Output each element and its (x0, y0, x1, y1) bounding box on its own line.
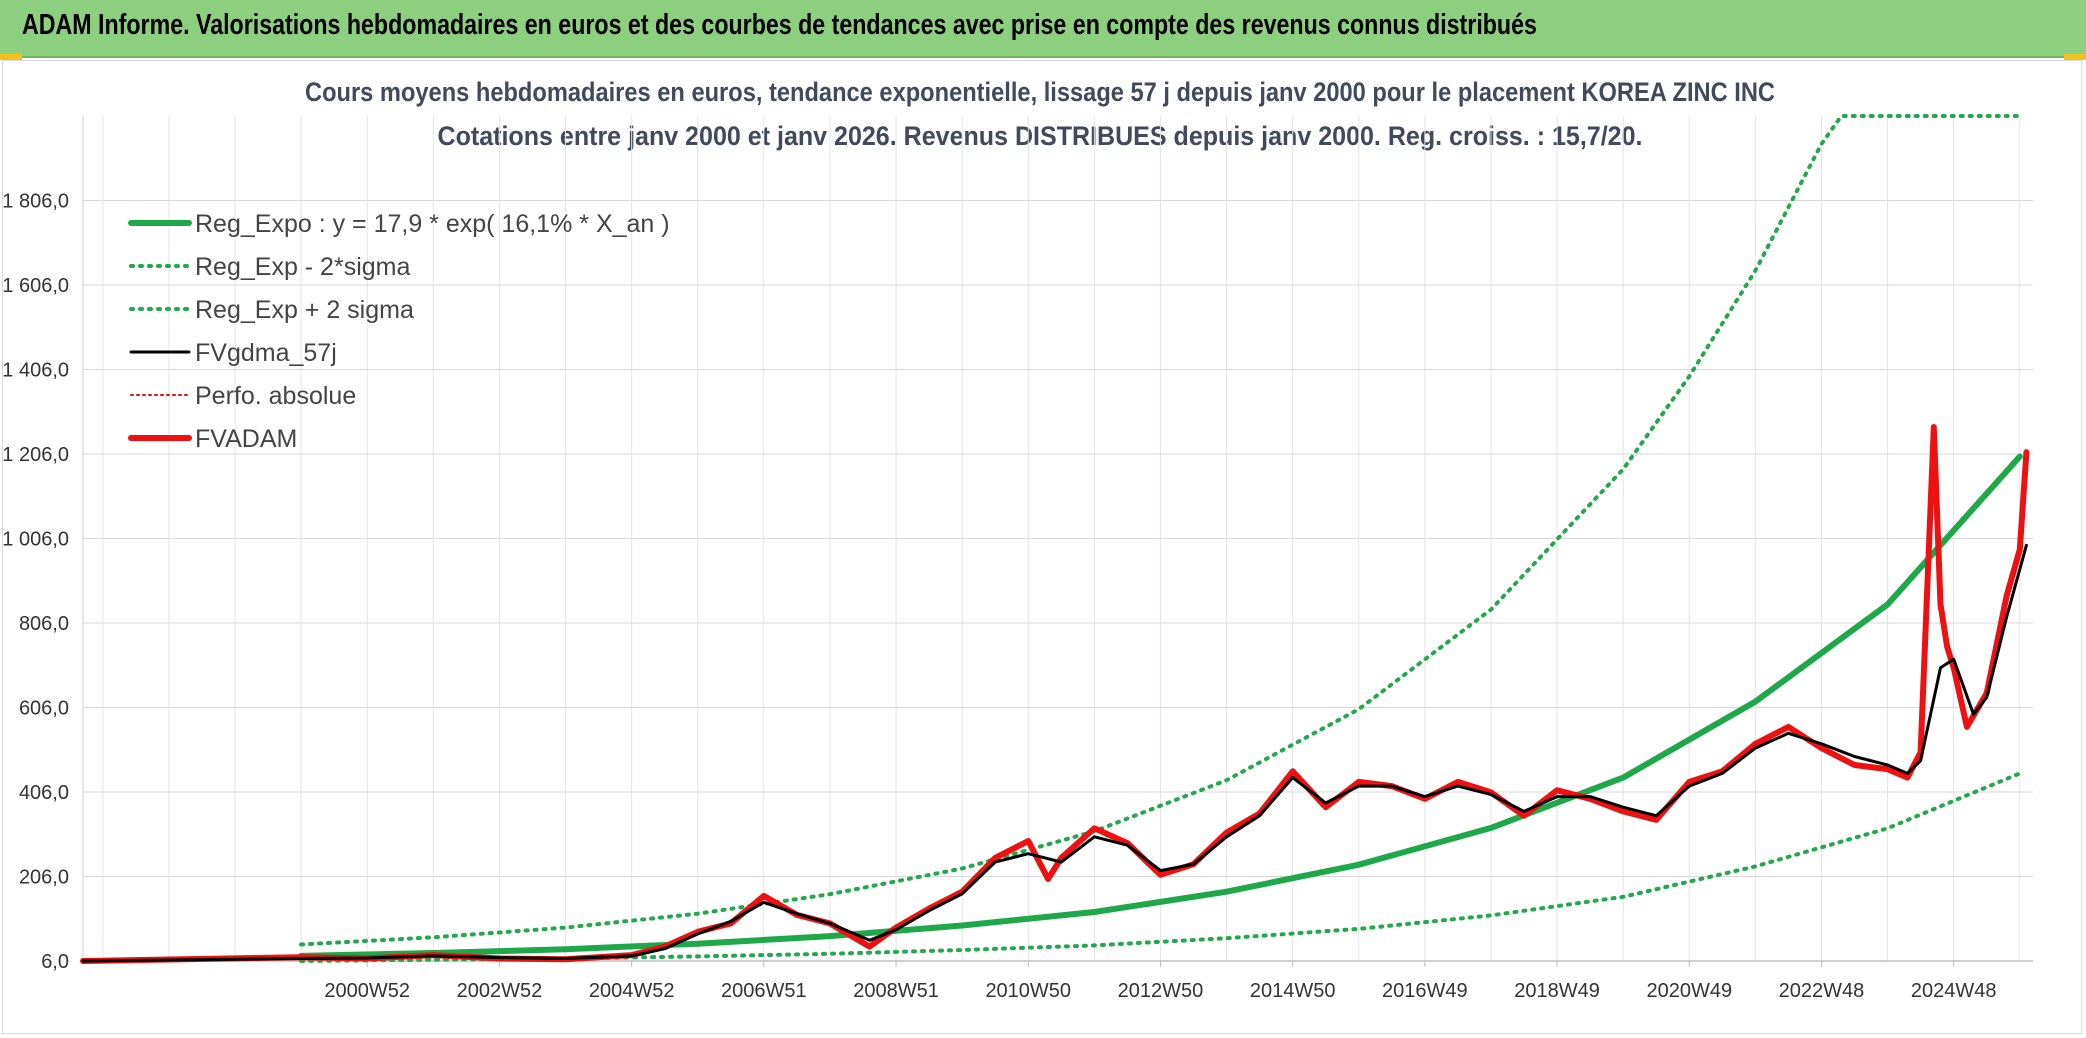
corner-accent-right (2064, 54, 2086, 60)
y-tick-label: 1 606,0 (3, 275, 69, 297)
report-banner: ADAM Informe. Valorisations hebdomadaire… (0, 0, 2086, 58)
y-tick-label: 806,0 (19, 613, 69, 635)
x-tick-label: 2000W52 (324, 980, 410, 1002)
y-tick-label: 1 806,0 (3, 191, 69, 213)
legend-label: Reg_Exp - 2*sigma (195, 253, 410, 281)
x-tick-label: 2006W51 (721, 980, 807, 1002)
chart-title-line2: Cotations entre janv 2000 et janv 2026. … (438, 121, 1643, 151)
corner-accent-left (0, 54, 22, 60)
y-axis: 6,0 206,0 406,0 606,0 806,0 1 006,0 1 206,0 1 4… (3, 116, 84, 973)
report-title: ADAM Informe. Valorisations hebdomadaire… (22, 9, 1537, 41)
x-tick-label: 2016W49 (1382, 980, 1468, 1002)
x-axis: 2000W52 2002W52 2004W52 2006W51 2008W51 2010W… (83, 960, 2033, 1002)
series-lines (80, 114, 2030, 964)
x-tick-label: 2022W48 (1779, 980, 1865, 1002)
y-tick-label: 6,0 (41, 951, 69, 973)
series-fvadam-line (80, 424, 2030, 964)
grid-lines (83, 116, 2033, 962)
y-tick-label: 1 206,0 (3, 444, 69, 466)
x-tick-label: 2010W50 (985, 980, 1071, 1002)
x-tick-label: 2018W49 (1514, 980, 1600, 1002)
x-tick-label: 2008W51 (853, 980, 939, 1002)
y-tick-label: 206,0 (19, 867, 69, 889)
x-tick-label: 2014W50 (1250, 980, 1336, 1002)
series-fvgdma_57j-line (81, 543, 2028, 963)
y-tick-label: 1 406,0 (3, 360, 69, 382)
legend-label: FVgdma_57j (195, 339, 337, 367)
y-tick-label: 606,0 (19, 698, 69, 720)
x-tick-label: 2002W52 (457, 980, 543, 1002)
legend-label: Perfo. absolue (195, 382, 356, 410)
y-tick-label: 406,0 (19, 782, 69, 804)
x-tick-label: 2024W48 (1911, 980, 1997, 1002)
x-tick-label: 2004W52 (589, 980, 675, 1002)
valuation-chart: Cours moyens hebdomadaires en euros, ten… (3, 77, 2033, 1002)
legend: Reg_Expo : y = 17,9 * exp( 16,1% * X_an … (128, 210, 670, 453)
x-tick-label: 2012W50 (1118, 980, 1204, 1002)
series-reg_exp-line (299, 114, 2022, 947)
legend-label: Reg_Exp + 2 sigma (195, 296, 414, 324)
series-reg_expo-line (298, 453, 2023, 959)
chart-frame: Cours moyens hebdomadaires en euros, ten… (2, 60, 2082, 1034)
legend-label: Reg_Expo : y = 17,9 * exp( 16,1% * X_an … (195, 210, 670, 238)
y-tick-label: 1 006,0 (3, 529, 69, 551)
chart-title-line1: Cours moyens hebdomadaires en euros, ten… (305, 77, 1775, 107)
x-tick-label: 2020W49 (1646, 980, 1732, 1002)
legend-label: FVADAM (195, 425, 297, 453)
